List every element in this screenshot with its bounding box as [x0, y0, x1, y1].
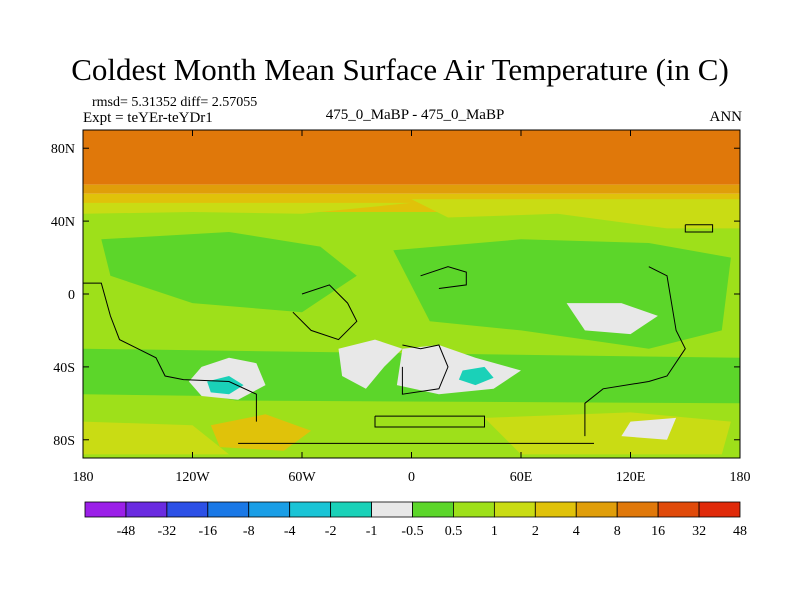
- colorbar-label: -0.5: [401, 524, 423, 539]
- colorbar-label: -32: [158, 524, 177, 539]
- colorbar-label: -16: [198, 524, 217, 539]
- colorbar-swatch: [248, 501, 291, 518]
- x-tick-label: 60E: [510, 470, 533, 485]
- x-tick-label: 120W: [175, 470, 210, 485]
- colorbar-label: 2: [532, 524, 539, 539]
- colorbar-swatch: [534, 501, 577, 518]
- x-tick-label: 60W: [288, 470, 316, 485]
- colorbar-swatch: [412, 501, 454, 518]
- stats-line: rmsd= 5.31352 diff= 2.57055: [92, 95, 258, 110]
- y-tick-label: 40S: [53, 361, 75, 376]
- colorbar-swatch: [289, 501, 332, 518]
- region-north-yellow-band-east: [411, 199, 740, 229]
- colorbar-swatch: [125, 501, 168, 518]
- y-tick-label: 80S: [53, 434, 75, 449]
- colorbar-label: -4: [284, 524, 296, 539]
- region-equatorial-white-east: [566, 303, 658, 335]
- colorbar: -48 -32 -16 -8 -4 -2 -1 -0.5 0.5 1 2 4 8 16 32 48: [84, 501, 747, 539]
- chart-title: Coldest Month Mean Surface Air Temperatu…: [71, 52, 729, 87]
- colorbar-label: 4: [573, 524, 580, 539]
- colorbar-label: -48: [117, 524, 136, 539]
- region-north-yellow-band-west: [83, 202, 412, 214]
- colorbar-label: 1: [491, 524, 498, 539]
- colorbar-swatch: [453, 501, 495, 518]
- colorbar-swatch: [371, 501, 413, 518]
- colorbar-swatch: [166, 501, 209, 518]
- east-coast-outline: [584, 266, 686, 437]
- season-label: ANN: [709, 109, 743, 125]
- west-coast-outline: [83, 282, 257, 422]
- colorbar-swatch: [575, 501, 618, 518]
- colorbar-label: -8: [243, 524, 255, 539]
- region-south-cyan-africa: [458, 366, 494, 386]
- africa-outline: [401, 344, 449, 395]
- land-outlines: [83, 224, 714, 444]
- colorbar-label: 8: [614, 524, 621, 539]
- heatmap-fills: [83, 130, 740, 458]
- case-label: 475_0_MaBP - 475_0_MaBP: [325, 107, 505, 123]
- colorbar-swatch: [657, 501, 700, 518]
- region-south-white-africa: [396, 345, 521, 395]
- y-tick-label: 40N: [51, 215, 75, 230]
- region-antarctic-yellow-east: [484, 412, 731, 455]
- colorbar-swatch: [493, 501, 536, 518]
- colorbar-swatch: [698, 501, 741, 518]
- colorbar-swatch: [84, 501, 127, 518]
- zonal-band-0: [83, 130, 740, 185]
- x-tick-label: 0: [408, 470, 415, 485]
- southern-bar-outline: [374, 415, 485, 428]
- experiment-line: Expt = teYEr-teYDr1: [83, 110, 213, 126]
- colorbar-label: -2: [325, 524, 337, 539]
- x-tick-label: 120E: [616, 470, 646, 485]
- colorbar-swatch: [207, 501, 250, 518]
- zonal-band-1: [83, 184, 740, 194]
- x-tick-label: 180: [730, 470, 751, 485]
- y-tick-label: 0: [68, 288, 75, 303]
- region-antarctic-yellow-west: [83, 421, 229, 455]
- region-antarctic-white-patch: [621, 417, 677, 440]
- colorbar-swatch: [330, 501, 372, 518]
- y-tick-label: 80N: [51, 142, 75, 157]
- region-antarctic-orange-west: [210, 414, 312, 451]
- region-south-white-central: [338, 339, 403, 389]
- east-box-outline: [684, 224, 714, 233]
- region-equatorial-green-west: [101, 232, 357, 313]
- colorbar-label: 16: [651, 524, 665, 539]
- colorbar-swatch: [616, 501, 659, 518]
- colorbar-label: 48: [733, 524, 747, 539]
- axes: 180 120W 60W 0 60E 120E 180 80N 40N 0 40S 80S: [51, 130, 751, 485]
- colorbar-label: 32: [692, 524, 706, 539]
- asia-outline: [420, 266, 467, 289]
- colorbar-label: 0.5: [445, 524, 463, 539]
- x-tick-label: 180: [73, 470, 94, 485]
- central-continent-outline: [292, 284, 358, 341]
- colorbar-label: -1: [366, 524, 378, 539]
